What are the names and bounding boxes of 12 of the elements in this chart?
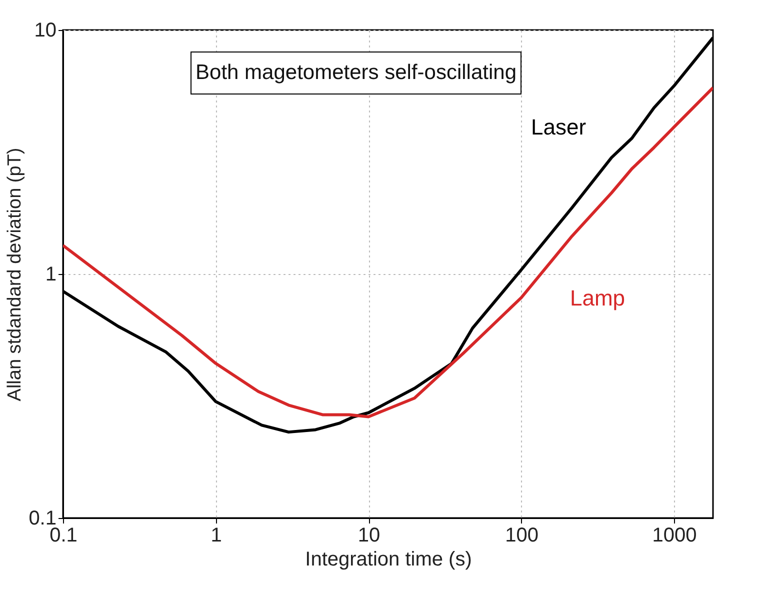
series-label: Laser (531, 114, 586, 140)
y-tick-label: 1 (45, 264, 56, 286)
x-axis-title: Integration time (s) (305, 548, 472, 570)
y-tick-label: 10 (34, 20, 56, 42)
x-tick-label: 100 (505, 524, 538, 546)
series-label: Lamp (570, 285, 626, 310)
x-tick-label: 1000 (652, 524, 697, 546)
x-tick-label: 1 (210, 524, 222, 546)
x-tick-label: 0.1 (50, 524, 78, 546)
x-tick-label: 10 (358, 524, 380, 546)
y-axis-title: Allan stdandard deviation (pT) (4, 148, 26, 402)
annotation: Both magetometers self-oscillating (196, 61, 516, 84)
